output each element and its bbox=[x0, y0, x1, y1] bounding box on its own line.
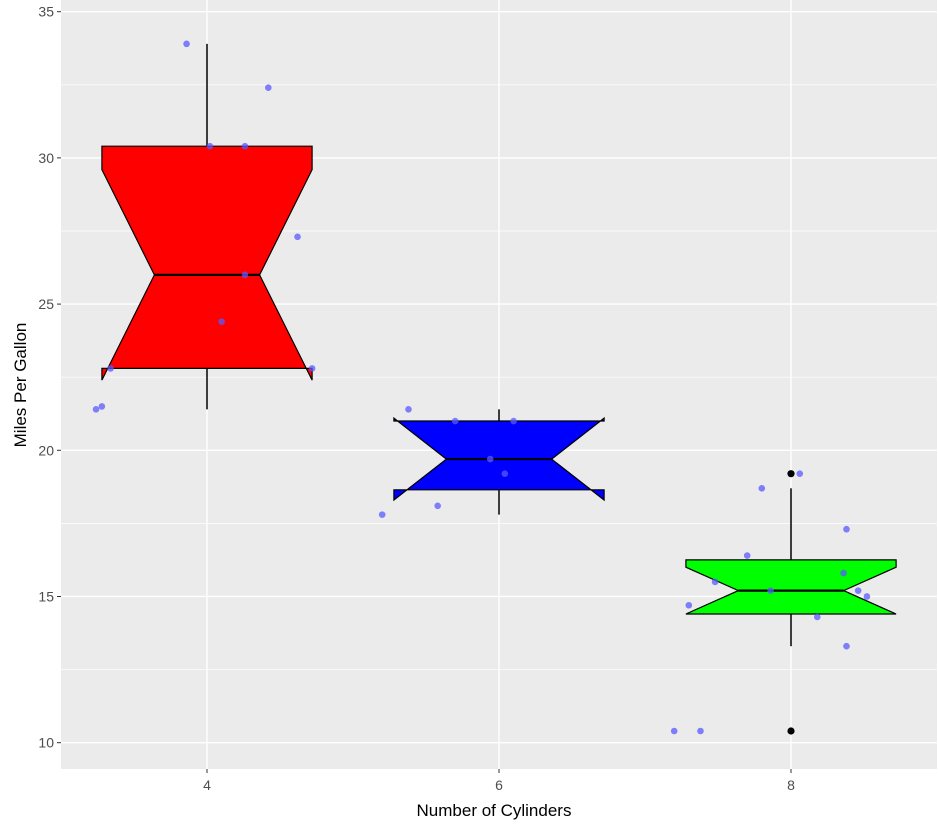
jitter-point bbox=[501, 470, 509, 477]
jitter-point bbox=[685, 601, 693, 609]
y-axis: 10 15 20 25 30 35 bbox=[38, 4, 61, 751]
jitter-point bbox=[206, 142, 214, 150]
jitter-point bbox=[434, 502, 441, 510]
jitter-point bbox=[840, 569, 847, 577]
y-tick-label: 15 bbox=[38, 588, 54, 604]
jitter-point bbox=[98, 403, 106, 410]
jitter-point bbox=[241, 271, 249, 279]
jitter-point bbox=[711, 578, 719, 586]
box-6-cyl bbox=[393, 409, 605, 515]
jitter-point bbox=[767, 587, 774, 594]
x-tick-label: 6 bbox=[495, 777, 503, 793]
jitter-point bbox=[294, 233, 301, 241]
y-tick-label: 10 bbox=[38, 735, 54, 751]
jitter-point bbox=[107, 365, 114, 372]
outlier-point bbox=[787, 727, 795, 735]
jitter-points-layer bbox=[92, 40, 871, 735]
box-layer bbox=[101, 43, 897, 735]
jitter-point bbox=[510, 417, 517, 425]
y-tick-label: 35 bbox=[38, 4, 54, 20]
jitter-point bbox=[308, 365, 316, 372]
jitter-point bbox=[218, 318, 225, 325]
jitter-point bbox=[697, 727, 704, 735]
x-tick-label: 4 bbox=[203, 777, 211, 793]
jitter-point bbox=[796, 470, 804, 477]
jitter-point bbox=[265, 84, 272, 92]
jitter-point bbox=[758, 485, 766, 492]
jitter-point bbox=[854, 587, 862, 594]
jitter-point bbox=[863, 593, 871, 600]
jitter-point bbox=[241, 142, 249, 150]
y-tick-label: 20 bbox=[38, 442, 54, 458]
jitter-point bbox=[451, 417, 459, 425]
y-tick-label: 25 bbox=[38, 296, 54, 312]
jitter-point bbox=[405, 406, 412, 413]
jitter-point bbox=[486, 455, 494, 463]
jitter-point bbox=[813, 613, 821, 621]
outlier-point bbox=[787, 470, 795, 478]
x-axis: 4 6 8 bbox=[203, 769, 795, 793]
jitter-point bbox=[743, 552, 751, 559]
x-axis-title: Number of Cylinders bbox=[417, 801, 572, 820]
jitter-point bbox=[183, 40, 190, 48]
jitter-point bbox=[378, 511, 386, 518]
y-axis-title: Miles Per Gallon bbox=[11, 323, 30, 448]
x-tick-label: 8 bbox=[787, 777, 795, 793]
jitter-point bbox=[843, 525, 850, 533]
y-tick-label: 30 bbox=[38, 150, 54, 166]
jitter-point bbox=[843, 642, 850, 650]
jitter-point bbox=[92, 406, 100, 413]
jitter-point bbox=[670, 727, 678, 735]
